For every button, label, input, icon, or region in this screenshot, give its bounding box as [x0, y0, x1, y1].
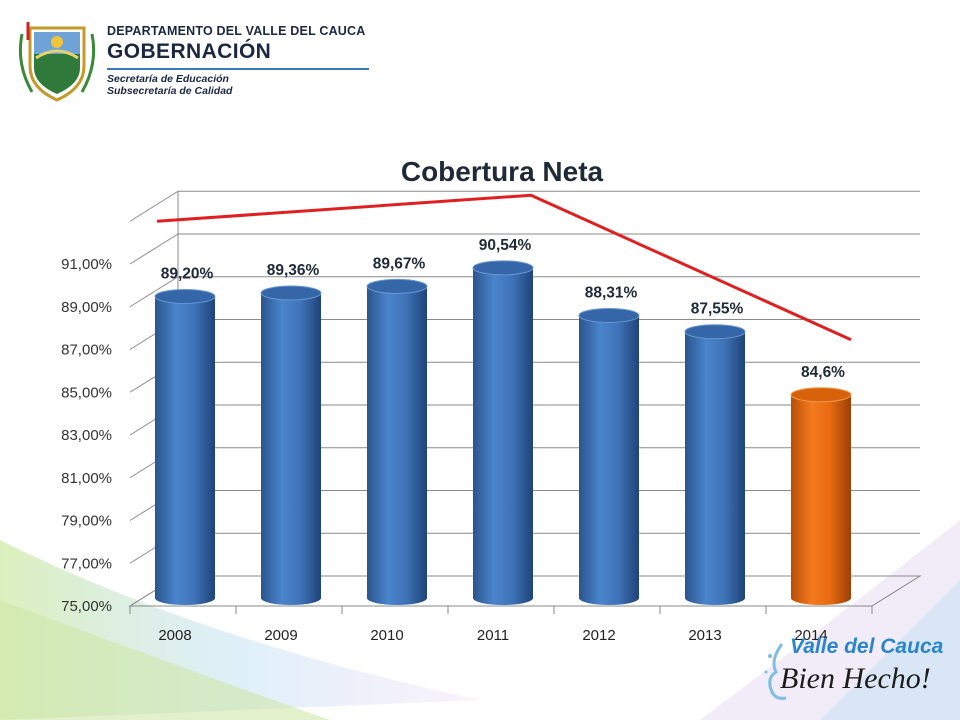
- y-axis-tick-labels: 75,00% 77,00% 79,00% 81,00% 83,00% 85,00% 87,0…: [61, 256, 112, 615]
- bar-top: [260, 285, 322, 301]
- trend-line-path: [156, 193, 852, 342]
- x-tick-label: 2013: [688, 627, 721, 644]
- sparkle-icon: [764, 643, 787, 700]
- bar-top: [790, 387, 852, 403]
- y-tick-label: 81,00%: [61, 470, 112, 487]
- y-tick-label: 87,00%: [61, 342, 112, 359]
- y-tick-label: 91,00%: [61, 256, 112, 273]
- bar-body: [791, 394, 851, 605]
- y-tick-label: 85,00%: [61, 384, 112, 401]
- bar-body: [579, 315, 639, 605]
- valle-del-cauca-logo: Valle del Cauca Bien Hecho!: [752, 612, 952, 712]
- x-tick-label: 2009: [264, 627, 297, 644]
- data-label: 87,55%: [691, 301, 744, 318]
- chart-bars: [154, 260, 852, 605]
- bar-top: [578, 307, 640, 323]
- bar: [472, 260, 534, 605]
- y-tick-label: 75,00%: [61, 598, 112, 615]
- chart-data-labels: 89,20% 89,36% 89,67% 90,54% 88,31% 87,55% 84,6…: [161, 237, 845, 381]
- x-axis-tick-labels: 2008 2009 2010 2011 2012 2013 2014: [158, 627, 827, 644]
- gridline-side: [129, 276, 179, 308]
- subsecretariat-label: Subsecretaría de Calidad: [107, 85, 233, 97]
- y-tick-label: 89,00%: [61, 299, 112, 316]
- bar-body: [367, 286, 427, 605]
- bar: [154, 288, 216, 605]
- header: DEPARTAMENTO DEL VALLE DEL CAUCA GOBERNA…: [107, 24, 369, 97]
- bar-top: [366, 278, 428, 294]
- bar-body: [473, 267, 533, 605]
- background-swoosh: [0, 520, 960, 720]
- chart-title: Cobertura Neta: [401, 156, 604, 187]
- bar: [366, 278, 428, 605]
- x-tick-label: 2008: [158, 627, 191, 644]
- bar-top: [154, 288, 216, 304]
- data-label: 89,20%: [161, 265, 214, 282]
- bar: [260, 285, 322, 605]
- data-label: 88,31%: [585, 284, 638, 301]
- data-label: 90,54%: [479, 237, 532, 254]
- bar-body: [261, 293, 321, 605]
- secretariat-label: Secretaría de Educación: [107, 73, 229, 85]
- bar-body: [155, 296, 215, 605]
- y-tick-label: 77,00%: [61, 555, 112, 572]
- logo-name: Valle del Cauca: [790, 635, 944, 658]
- x-tick-label: 2014: [794, 627, 827, 644]
- data-label: 89,36%: [267, 262, 320, 279]
- trend-line: [156, 193, 852, 342]
- bar: [578, 307, 640, 605]
- bar-top: [684, 324, 746, 340]
- gridline-side: [129, 233, 179, 265]
- y-tick-label: 79,00%: [61, 513, 112, 530]
- bar: [790, 387, 852, 605]
- x-tick-label: 2010: [370, 627, 403, 644]
- data-label: 89,67%: [373, 255, 426, 272]
- department-title: DEPARTAMENTO DEL VALLE DEL CAUCA: [107, 24, 366, 38]
- bar-top: [472, 260, 534, 276]
- data-label: 84,6%: [801, 364, 845, 381]
- header-divider: [107, 68, 369, 70]
- bar: [684, 324, 746, 605]
- logo-slogan: Bien Hecho!: [780, 662, 931, 695]
- x-tick-label: 2012: [582, 627, 615, 644]
- gridline-side: [129, 190, 179, 222]
- bar-body: [685, 331, 745, 605]
- coat-of-arms-icon: [18, 22, 96, 102]
- x-tick-label: 2011: [477, 627, 509, 644]
- y-tick-label: 83,00%: [61, 427, 112, 444]
- government-title: GOBERNACIÓN: [107, 40, 272, 63]
